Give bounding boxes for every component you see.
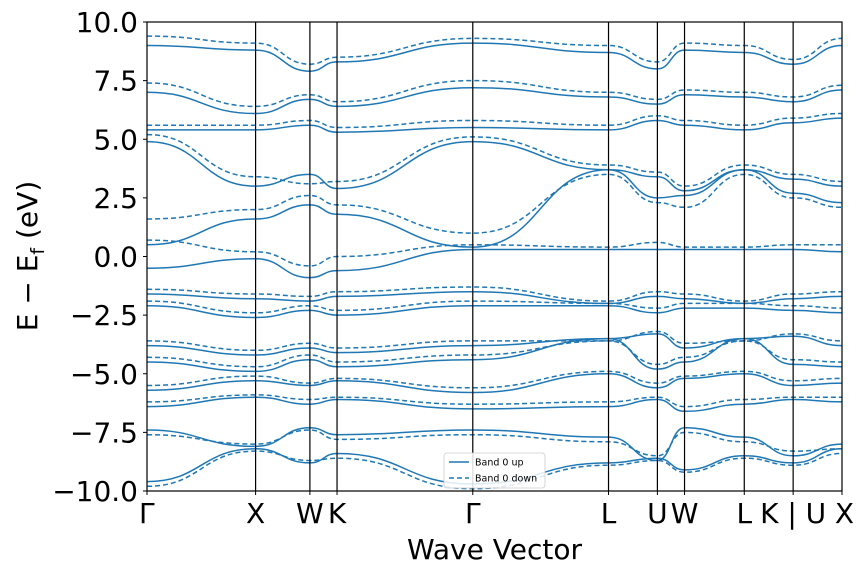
band-down-line-8 [147, 239, 842, 267]
band-down-line-6 [147, 300, 842, 314]
band-up-line-6 [147, 304, 842, 319]
band-down-line-7 [147, 286, 842, 302]
band-up-line-5 [147, 333, 842, 356]
x-tick-label-9: K | U [760, 497, 826, 530]
band-down-line-1 [147, 429, 842, 457]
band-down-line-5 [147, 330, 842, 352]
band-down-line-12 [147, 79, 842, 108]
band-up-line-8 [147, 248, 842, 279]
y-axis-label-subscript: f [27, 247, 49, 255]
y-tick-label-0: −10.0 [52, 475, 138, 508]
band-up-line-9 [147, 168, 842, 248]
band-down-line-9 [147, 173, 842, 234]
band-up-line-11 [147, 117, 842, 133]
y-tick-label-6: 5.0 [93, 123, 138, 156]
legend: Band 0 up Band 0 down [443, 452, 546, 489]
y-ticks: −10.0 −7.5 −5.0 −2.5 0.0 2.5 5.0 7.5 10.0 [52, 6, 147, 508]
y-tick-label-3: −2.5 [70, 299, 138, 332]
y-axis-label-main: E − E [11, 255, 44, 332]
x-tick-label-2: W [296, 497, 324, 530]
y-axis-label: E − Ef (eV) [11, 181, 49, 332]
high-symmetry-lines [254, 22, 794, 491]
band-up-line-13 [147, 42, 842, 72]
x-tick-label-7: W [671, 497, 699, 530]
x-tick-label-8: L [736, 497, 752, 530]
y-tick-label-2: −5.0 [70, 358, 138, 391]
x-tick-label-3: K [328, 497, 347, 530]
band-up-line-10 [147, 140, 842, 192]
x-tick-label-1: X [246, 497, 265, 530]
legend-label-up: Band 0 up [475, 458, 524, 469]
y-axis-label-unit: (eV) [11, 181, 44, 248]
band-down-line-11 [147, 112, 842, 129]
y-tick-label-5: 2.5 [93, 182, 138, 215]
x-tick-label-4: Γ [465, 497, 481, 530]
x-tick-label-10: X [835, 497, 854, 530]
band-down-line-2 [147, 394, 842, 408]
x-axis-label: Wave Vector [407, 533, 582, 566]
x-tick-label-0: Γ [139, 497, 155, 530]
band-up-line-2 [147, 396, 842, 413]
bands-group [147, 35, 842, 490]
legend-label-down: Band 0 down [475, 474, 537, 485]
legend-box [443, 452, 546, 489]
x-tick-label-5: L [601, 497, 617, 530]
y-tick-label-8: 10.0 [76, 6, 138, 39]
x-tick-label-6: U [647, 497, 668, 530]
y-tick-label-4: 0.0 [93, 241, 138, 274]
y-tick-label-7: 7.5 [93, 65, 138, 98]
y-tick-label-1: −7.5 [70, 416, 138, 449]
